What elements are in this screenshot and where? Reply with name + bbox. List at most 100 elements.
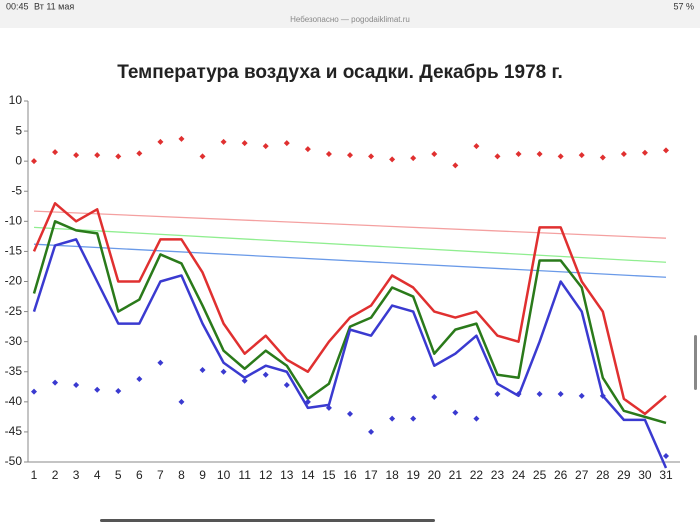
- x-tick-label: 8: [178, 468, 185, 482]
- point: [347, 410, 353, 417]
- x-tick-label: 6: [136, 468, 143, 482]
- y-tick-label: -15: [5, 244, 23, 258]
- x-tick-label: 15: [322, 468, 336, 482]
- point: [578, 392, 585, 399]
- series-line: [32, 238, 668, 469]
- point: [663, 452, 669, 459]
- point: [620, 150, 627, 157]
- scrollbar: [100, 519, 435, 522]
- point: [94, 152, 101, 159]
- point: [515, 391, 522, 398]
- trend-line: [33, 243, 667, 278]
- x-tick-label: 16: [343, 468, 357, 482]
- point: [178, 135, 185, 142]
- point: [31, 388, 37, 395]
- x-tick-label: 9: [199, 468, 206, 482]
- point: [368, 428, 375, 435]
- series-line: [32, 202, 667, 416]
- point: [325, 150, 332, 157]
- point: [452, 162, 459, 169]
- point: [136, 375, 143, 382]
- point: [241, 377, 248, 384]
- point: [431, 150, 438, 157]
- x-tick-label: 26: [554, 468, 568, 482]
- point: [347, 152, 353, 159]
- point: [283, 140, 290, 147]
- point: [557, 391, 564, 398]
- point: [431, 394, 438, 401]
- point: [31, 158, 37, 165]
- point: [473, 415, 480, 422]
- y-tick-label: -25: [5, 304, 23, 318]
- y-tick-label: 0: [15, 153, 22, 167]
- point: [157, 359, 164, 366]
- x-tick-label: 14: [301, 468, 315, 482]
- status-bar: [0, 0, 700, 28]
- series-line: [32, 220, 667, 425]
- point: [94, 386, 101, 393]
- x-tick-label: 21: [449, 468, 463, 482]
- y-tick-label: -50: [5, 454, 23, 468]
- x-tick-label: 3: [73, 468, 80, 482]
- point: [410, 155, 417, 162]
- x-tick-label: 12: [259, 468, 273, 482]
- point: [157, 138, 164, 145]
- point: [494, 153, 501, 160]
- point: [368, 153, 375, 160]
- x-tick-label: 1: [31, 468, 38, 482]
- battery: 57 %: [673, 1, 694, 11]
- scrollbar-v: [694, 335, 697, 390]
- date: Вт 11 мая: [34, 1, 74, 11]
- x-tick-label: 5: [115, 468, 122, 482]
- point: [389, 156, 396, 163]
- x-tick-label: 27: [575, 468, 589, 482]
- y-tick-label: -30: [5, 334, 23, 348]
- point: [199, 153, 206, 160]
- trend-line: [33, 226, 667, 263]
- x-tick-label: 31: [659, 468, 673, 482]
- y-tick-label: -40: [5, 394, 23, 408]
- url[interactable]: Небезопасно — pogodaiklimat.ru: [290, 15, 410, 24]
- point: [304, 146, 311, 153]
- trend-line: [33, 210, 667, 239]
- y-tick-label: -10: [5, 214, 23, 228]
- point: [410, 415, 417, 422]
- chart-title: Температура воздуха и осадки. Декабрь 19…: [117, 62, 563, 83]
- x-tick-label: 29: [617, 468, 631, 482]
- point: [52, 149, 59, 156]
- point: [599, 154, 606, 161]
- y-tick-label: -5: [11, 183, 22, 197]
- x-tick-label: 10: [217, 468, 231, 482]
- point: [578, 152, 585, 159]
- point: [452, 409, 459, 416]
- x-tick-label: 13: [280, 468, 294, 482]
- point: [663, 147, 669, 154]
- y-tick-label: 10: [9, 93, 23, 107]
- point: [178, 398, 185, 405]
- x-tick-label: 25: [533, 468, 547, 482]
- x-tick-label: 20: [428, 468, 442, 482]
- x-tick-label: 18: [385, 468, 399, 482]
- y-tick-label: -20: [5, 274, 23, 288]
- point: [73, 152, 80, 159]
- point: [536, 150, 543, 157]
- x-tick-label: 22: [470, 468, 484, 482]
- point: [262, 143, 269, 150]
- point: [220, 138, 227, 145]
- point: [199, 366, 206, 373]
- x-tick-label: 11: [238, 468, 251, 482]
- point: [262, 371, 269, 378]
- point: [325, 404, 332, 411]
- x-tick-label: 2: [52, 468, 59, 482]
- point: [536, 391, 543, 398]
- x-tick-label: 24: [512, 468, 526, 482]
- point: [283, 381, 290, 388]
- point: [304, 398, 311, 405]
- time: 00:45: [6, 1, 29, 11]
- point: [115, 388, 122, 395]
- x-tick-label: 28: [596, 468, 610, 482]
- point: [641, 149, 648, 156]
- point: [473, 143, 480, 150]
